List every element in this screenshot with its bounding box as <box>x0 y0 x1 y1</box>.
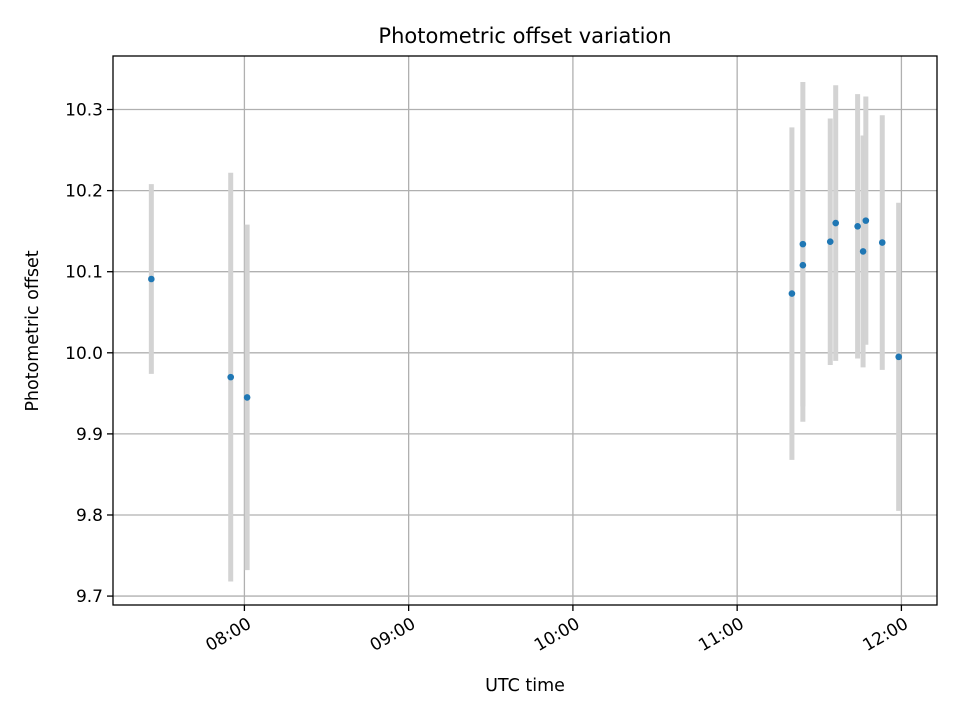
y-tick-label: 10.2 <box>65 182 103 202</box>
data-point <box>878 239 886 246</box>
data-point <box>227 373 235 381</box>
data-point <box>148 275 155 283</box>
data-point <box>854 222 861 230</box>
plot-frame <box>112 55 938 606</box>
y-tick-label: 9.9 <box>76 425 103 445</box>
y-tick-label: 10.3 <box>65 101 103 121</box>
y-tick-label: 10.0 <box>65 344 103 364</box>
x-axis-label: UTC time <box>485 676 565 696</box>
data-point <box>826 238 834 246</box>
data-point <box>799 240 807 248</box>
data-point <box>243 394 251 401</box>
data-point <box>799 261 807 269</box>
chart-title: Photometric offset variation <box>378 24 671 48</box>
y-tick-layer: 9.7 9.8 9.9 10.0 10.1 10.2 10.3 <box>65 101 113 607</box>
x-tick-layer: 08:00 09:00 10:00 11:00 12:00 <box>202 605 912 656</box>
y-tick-label: 9.8 <box>76 506 103 526</box>
data-point <box>788 290 796 297</box>
y-tick-label: 9.7 <box>76 587 103 607</box>
x-tick-label: 11:00 <box>695 614 747 656</box>
data-point <box>832 219 840 227</box>
y-axis-label: Photometric offset <box>23 250 43 411</box>
x-tick-label: 09:00 <box>367 614 419 656</box>
x-tick-label: 10:00 <box>531 614 583 656</box>
errorbar-layer <box>148 81 902 582</box>
marker-layer <box>148 217 902 401</box>
x-tick-label: 08:00 <box>202 614 254 656</box>
data-point <box>859 248 867 255</box>
data-point <box>895 353 902 361</box>
x-tick-label: 12:00 <box>859 614 911 656</box>
y-tick-label: 10.1 <box>65 263 103 283</box>
data-point <box>862 217 870 224</box>
grid-layer <box>113 56 937 605</box>
